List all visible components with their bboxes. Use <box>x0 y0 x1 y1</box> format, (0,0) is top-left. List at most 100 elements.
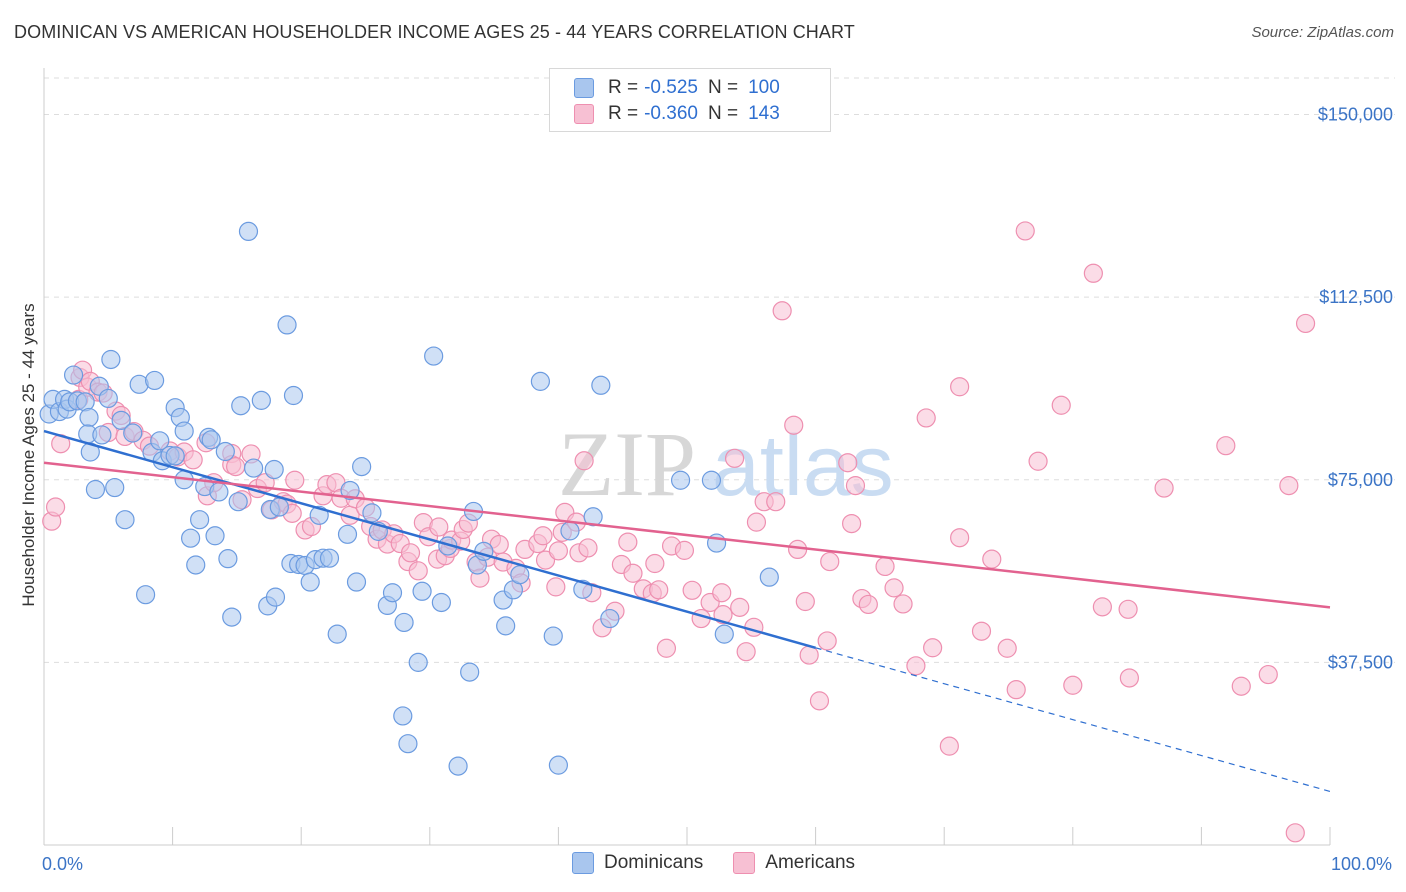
american-point <box>893 594 913 614</box>
american-point <box>429 517 449 537</box>
american-point <box>997 638 1017 658</box>
dominican-point <box>591 375 611 395</box>
dominican-points <box>39 221 779 776</box>
american-point <box>858 594 878 615</box>
american-point <box>766 492 786 512</box>
american-point <box>950 377 970 397</box>
dominican-point <box>319 548 340 568</box>
american-point <box>916 408 936 428</box>
american-point <box>1051 395 1071 415</box>
y-tick-label: $150,000 <box>1318 105 1393 125</box>
dominican-point <box>431 592 451 613</box>
dominican-point <box>543 626 563 646</box>
dominican-point <box>346 572 367 592</box>
american-point <box>548 541 569 561</box>
legend-r-label: R = <box>608 103 639 124</box>
american-point <box>820 551 840 572</box>
dominican-point <box>394 612 414 633</box>
american-point <box>736 642 756 662</box>
legend-n-label: N = <box>707 77 739 98</box>
legend-r-label: R = <box>608 77 639 98</box>
american-point <box>408 561 428 581</box>
watermark-atlas: atlas <box>712 418 894 514</box>
american-point <box>817 631 837 651</box>
american-point <box>982 549 1002 569</box>
american-point <box>950 528 970 548</box>
dominican-point <box>231 396 251 416</box>
y-tick-label: $112,500 <box>1319 287 1393 307</box>
legend-swatch-dominicans <box>572 852 594 874</box>
dominican-point <box>201 430 221 450</box>
american-point <box>1279 476 1299 496</box>
dominican-trend-extension <box>815 647 1331 793</box>
dominican-point <box>222 607 242 627</box>
american-point <box>971 621 992 641</box>
american-point <box>730 597 750 617</box>
dominican-point <box>209 482 229 502</box>
legend-swatch-dominicans <box>574 78 594 98</box>
dominican-point <box>424 346 444 366</box>
legend-label-americans: Americans <box>765 852 856 873</box>
y-tick-labels: $37,500 $75,000 $112,500 $150,000 <box>1318 105 1393 673</box>
legend-row-dominicans: R = -0.525 N = 100 <box>574 77 780 99</box>
dominican-point <box>362 503 382 523</box>
american-trend-line <box>43 461 1331 609</box>
dominican-point <box>186 555 206 575</box>
american-point <box>1154 478 1174 498</box>
american-point <box>618 532 638 552</box>
dominican-point <box>111 410 131 430</box>
american-point <box>1258 664 1278 685</box>
dominican-point <box>759 567 779 587</box>
dominican-point <box>79 407 99 428</box>
dominican-point <box>105 477 125 498</box>
source-label: Source: ZipAtlas.com <box>1251 24 1394 41</box>
american-point <box>939 736 959 756</box>
dominican-point <box>352 457 372 477</box>
american-point <box>724 448 745 468</box>
dominican-trend-line <box>43 429 816 649</box>
dominican-point <box>251 390 271 410</box>
legend-item-dominicans[interactable]: Dominicans <box>572 852 703 874</box>
chart-title: DOMINICAN VS AMERICAN HOUSEHOLDER INCOME… <box>14 22 855 42</box>
american-point <box>535 550 556 570</box>
y-axis-label: Householder Income Ages 25 - 44 years <box>19 303 38 606</box>
legend-item-americans[interactable]: Americans <box>733 852 855 874</box>
dominican-point <box>460 662 480 682</box>
american-point <box>1083 263 1103 283</box>
american-point <box>809 691 830 711</box>
dominican-point <box>190 510 210 530</box>
dominican-point <box>98 388 118 409</box>
dominican-point <box>123 423 143 443</box>
dominican-point <box>701 470 722 490</box>
american-point <box>1231 676 1251 696</box>
dominican-point <box>63 365 84 385</box>
x-tick-label-min: 0.0% <box>42 854 83 874</box>
american-point <box>45 497 66 517</box>
american-point <box>226 457 246 477</box>
dominican-point <box>244 458 264 478</box>
american-point <box>1015 221 1035 241</box>
american-point <box>884 578 904 598</box>
american-point <box>400 543 421 563</box>
dominican-point <box>300 572 320 592</box>
american-point <box>923 638 943 658</box>
dominican-point <box>448 756 468 776</box>
dominican-point <box>150 431 170 451</box>
american-point <box>744 617 764 637</box>
dominican-point <box>530 371 550 391</box>
axes <box>43 68 1331 846</box>
american-point <box>838 453 858 473</box>
dominican-point <box>714 624 734 644</box>
american-point <box>1092 597 1112 617</box>
dominican-point <box>670 470 691 490</box>
correlation-legend: R = -0.525 N = 100 R = -0.360 N = 143 <box>549 68 831 132</box>
american-point <box>1295 313 1316 334</box>
dominican-point <box>238 221 259 241</box>
american-point <box>649 580 669 600</box>
dominican-point <box>264 459 284 480</box>
legend-r-value-americans: -0.360 <box>644 103 698 124</box>
american-point <box>623 563 643 583</box>
dominican-point <box>327 624 347 644</box>
dominican-point <box>393 706 413 726</box>
